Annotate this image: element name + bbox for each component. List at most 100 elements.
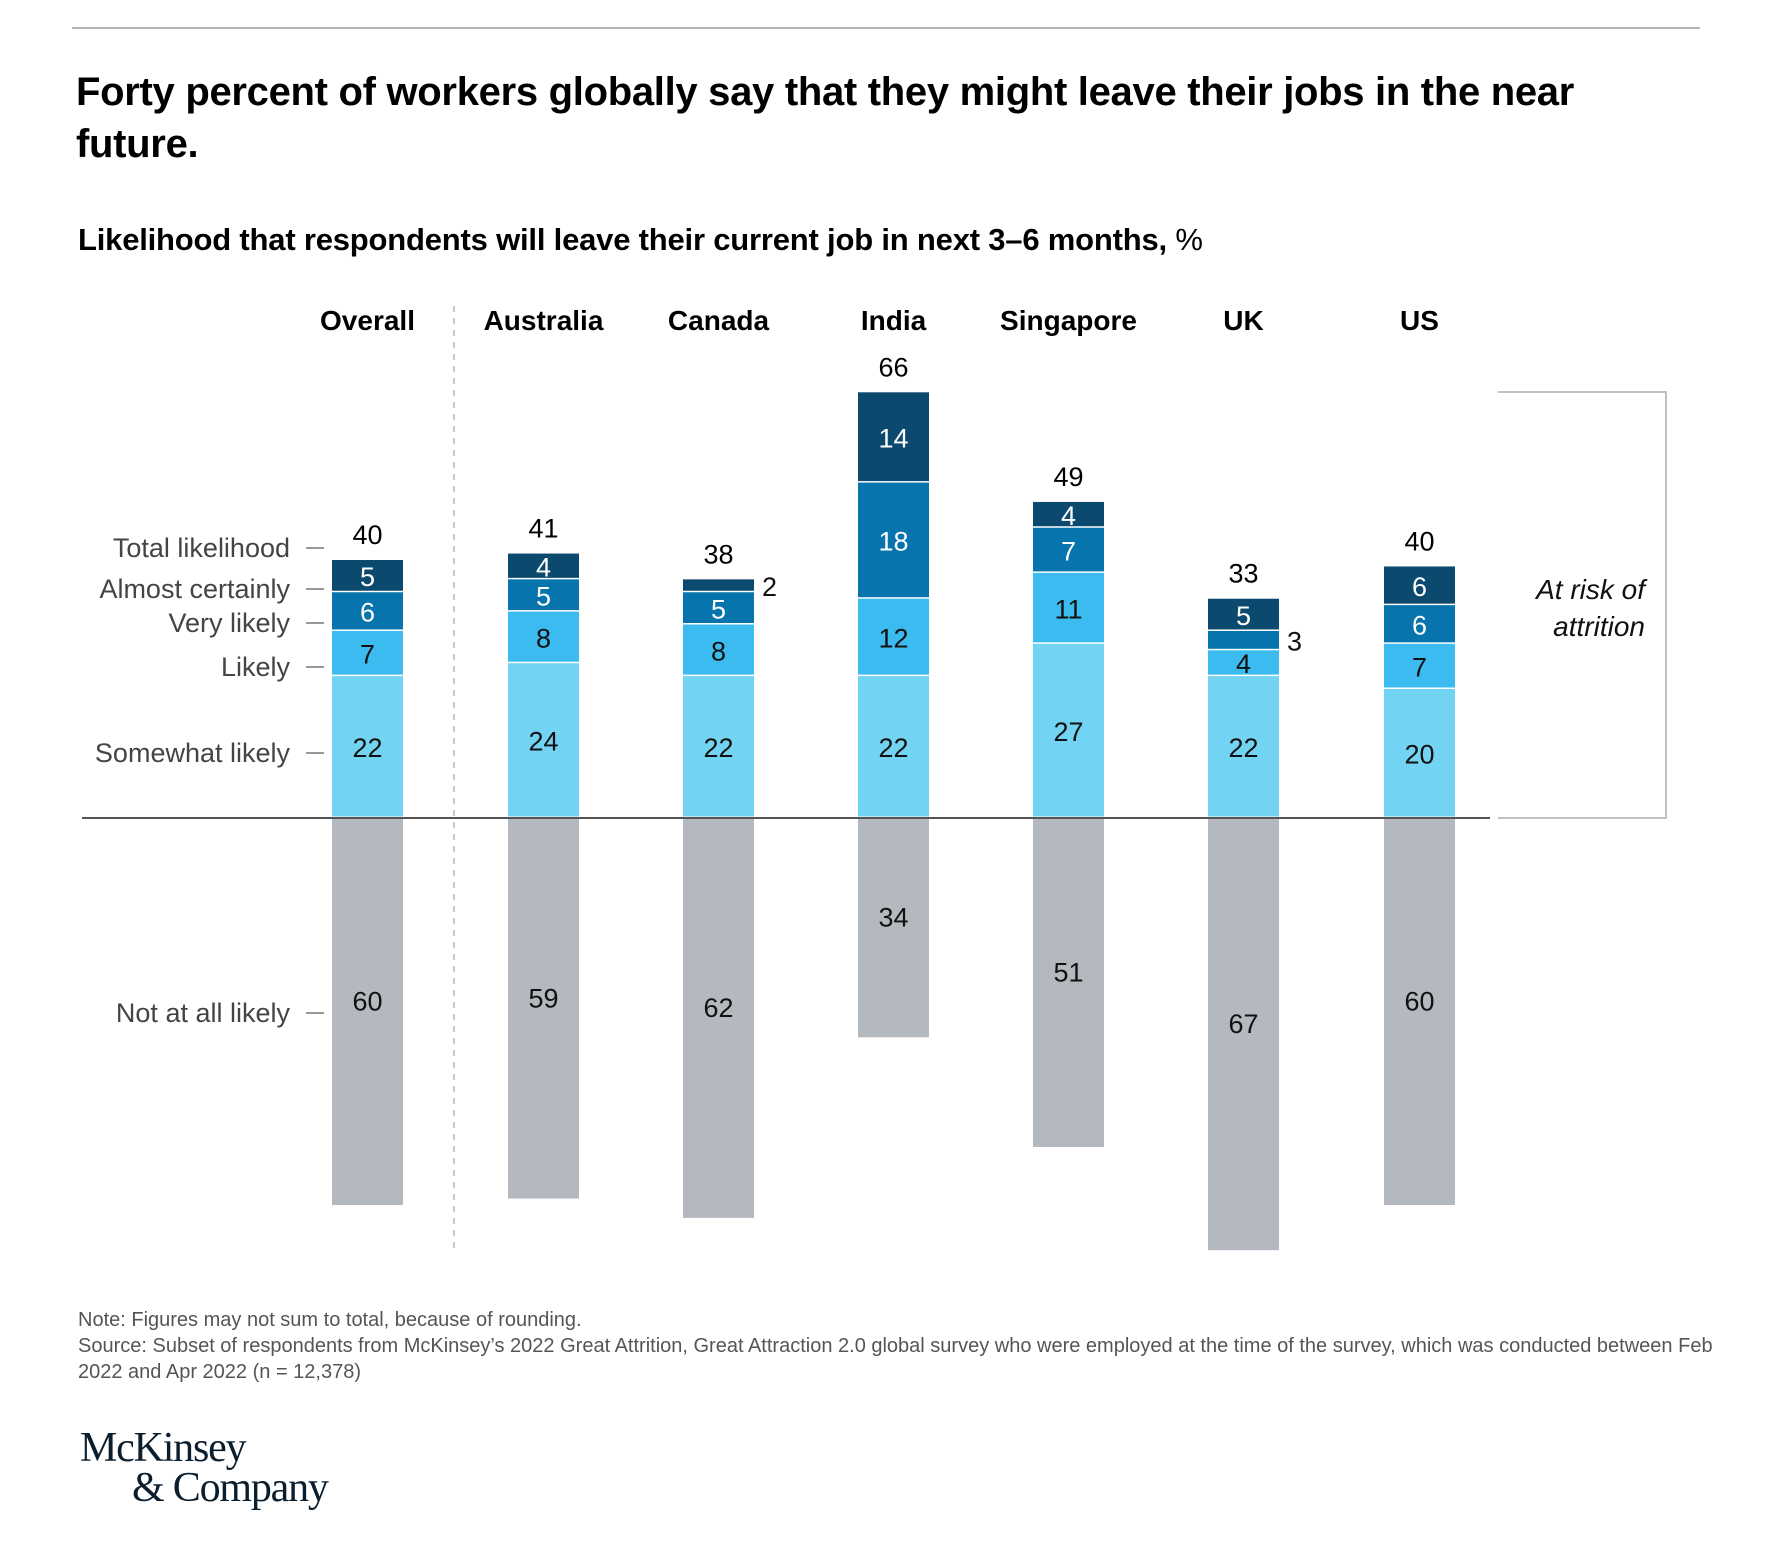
- value-label-almost-certainly: 4: [536, 552, 551, 582]
- value-label-very-likely: 3: [1287, 627, 1302, 657]
- value-label-likely: 7: [360, 640, 375, 670]
- bar-segment-somewhat-likely: [1208, 676, 1279, 817]
- value-label-likely: 8: [536, 623, 551, 653]
- source-text: Source: Subset of respondents from McKin…: [78, 1335, 1713, 1383]
- row-label-very-likely: Very likely: [168, 608, 290, 638]
- value-label-very-likely: 5: [536, 581, 551, 611]
- category-label-singapore: Singapore: [1000, 305, 1137, 336]
- bar-segment-almost-certainly: [332, 560, 403, 591]
- value-label-likely: 12: [878, 623, 908, 653]
- bar-segment-very-likely: [1208, 630, 1279, 649]
- value-label-not-at-all-likely: 60: [1404, 987, 1434, 1017]
- bar-segment-almost-certainly: [683, 579, 754, 591]
- value-label-very-likely: 18: [878, 527, 908, 557]
- bar-segment-likely: [508, 611, 579, 662]
- total-label: 41: [528, 514, 558, 544]
- bar-segment-likely: [1208, 650, 1279, 675]
- value-label-almost-certainly: 6: [1412, 572, 1427, 602]
- category-label-australia: Australia: [484, 305, 604, 336]
- bar-segment-very-likely: [858, 482, 929, 598]
- bar-segment-likely: [683, 624, 754, 675]
- top-rule: [72, 27, 1700, 29]
- row-label-not-at-all-likely: Not at all likely: [116, 998, 291, 1028]
- row-label-total-likelihood: Total likelihood: [113, 533, 290, 563]
- value-label-likely: 4: [1236, 649, 1251, 679]
- bar-segment-almost-certainly: [858, 392, 929, 482]
- value-label-not-at-all-likely: 67: [1228, 1009, 1258, 1039]
- bar-segment-somewhat-likely: [1384, 689, 1455, 817]
- value-label-likely: 7: [1412, 652, 1427, 682]
- category-label-india: India: [861, 305, 927, 336]
- value-label-somewhat-likely: 20: [1404, 740, 1434, 770]
- bar-segment-almost-certainly: [508, 553, 579, 578]
- footnote: Note: Figures may not sum to total, beca…: [78, 1307, 1718, 1385]
- mckinsey-logo: McKinsey & Company: [80, 1425, 329, 1511]
- value-label-not-at-all-likely: 34: [878, 903, 908, 933]
- value-label-very-likely: 5: [711, 594, 726, 624]
- value-label-very-likely: 6: [360, 598, 375, 628]
- value-label-somewhat-likely: 27: [1053, 717, 1083, 747]
- bar-segment-likely: [1384, 643, 1455, 688]
- value-label-somewhat-likely: 22: [878, 733, 908, 763]
- bar-segment-very-likely: [1033, 527, 1104, 572]
- stacked-bar-chart: Overall227656040Australia248545941Canada…: [82, 305, 1667, 1251]
- bar-segment-somewhat-likely: [1033, 643, 1104, 817]
- logo-line1: McKinsey: [80, 1425, 247, 1471]
- bar-segment-very-likely: [508, 579, 579, 611]
- chart-subtitle: Likelihood that respondents will leave t…: [78, 222, 1203, 258]
- category-label-overall: Overall: [320, 305, 415, 336]
- value-label-likely: 11: [1054, 594, 1082, 624]
- value-label-likely: 8: [711, 636, 726, 666]
- total-label: 49: [1053, 462, 1083, 492]
- category-label-uk: UK: [1223, 305, 1263, 336]
- bar-segment-somewhat-likely: [508, 663, 579, 817]
- value-label-almost-certainly: 14: [878, 423, 908, 453]
- bar-segment-likely: [332, 630, 403, 675]
- bar-segment-very-likely: [683, 592, 754, 623]
- bracket-label-line2: attrition: [1553, 611, 1645, 642]
- bar-segment-not-at-all-likely: [1208, 818, 1279, 1251]
- bar-segment-not-at-all-likely: [1033, 818, 1104, 1147]
- bar-segment-not-at-all-likely: [508, 818, 579, 1199]
- value-label-not-at-all-likely: 60: [352, 987, 382, 1017]
- value-label-almost-certainly: 5: [1236, 601, 1251, 631]
- total-label: 66: [878, 352, 908, 382]
- subtitle-text: Likelihood that respondents will leave t…: [78, 222, 1167, 257]
- value-label-not-at-all-likely: 51: [1053, 957, 1083, 987]
- value-label-almost-certainly: 4: [1061, 501, 1076, 531]
- value-label-somewhat-likely: 22: [352, 733, 382, 763]
- value-label-almost-certainly: 5: [360, 562, 375, 592]
- bar-segment-somewhat-likely: [332, 676, 403, 817]
- bar-segment-somewhat-likely: [683, 676, 754, 817]
- value-label-very-likely: 6: [1412, 611, 1427, 641]
- value-label-somewhat-likely: 22: [703, 733, 733, 763]
- bar-segment-almost-certainly: [1384, 566, 1455, 604]
- row-label-likely: Likely: [221, 652, 291, 682]
- value-label-somewhat-likely: 22: [1228, 733, 1258, 763]
- bar-segment-very-likely: [332, 592, 403, 630]
- bar-segment-likely: [858, 598, 929, 675]
- bar-segment-not-at-all-likely: [332, 818, 403, 1205]
- category-label-canada: Canada: [668, 305, 770, 336]
- logo-line2: & Company: [132, 1465, 329, 1511]
- total-label: 33: [1228, 559, 1258, 589]
- row-label-somewhat-likely: Somewhat likely: [95, 738, 291, 768]
- row-label-almost-certainly: Almost certainly: [99, 574, 290, 604]
- category-label-us: US: [1400, 305, 1439, 336]
- bracket-label-line1: At risk of: [1534, 574, 1648, 605]
- total-label: 40: [352, 520, 382, 550]
- bar-segment-almost-certainly: [1033, 501, 1104, 527]
- bar-segment-not-at-all-likely: [858, 818, 929, 1038]
- value-label-somewhat-likely: 24: [528, 727, 558, 757]
- bar-segment-not-at-all-likely: [683, 818, 754, 1218]
- value-label-almost-certainly: 2: [762, 572, 777, 602]
- total-label: 38: [703, 539, 733, 569]
- bar-segment-very-likely: [1384, 605, 1455, 643]
- bar-segment-somewhat-likely: [858, 676, 929, 817]
- value-label-not-at-all-likely: 59: [528, 983, 558, 1013]
- value-label-very-likely: 7: [1061, 536, 1076, 566]
- total-label: 40: [1404, 526, 1434, 556]
- subtitle-unit: %: [1175, 222, 1203, 257]
- bar-segment-not-at-all-likely: [1384, 818, 1455, 1205]
- bar-segment-likely: [1033, 572, 1104, 643]
